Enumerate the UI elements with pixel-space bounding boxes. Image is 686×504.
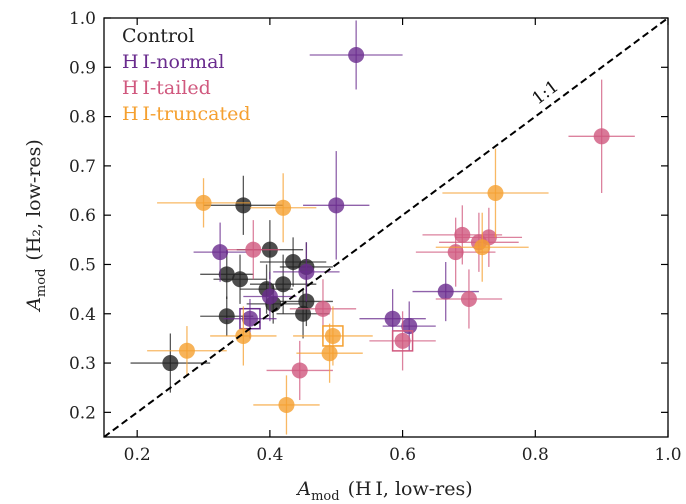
data-layer xyxy=(130,20,635,435)
marker xyxy=(261,288,278,305)
marker xyxy=(474,239,491,256)
data-point xyxy=(303,151,370,260)
legend-entry: H I-normal xyxy=(122,51,224,73)
marker xyxy=(348,46,365,63)
legend: Control H I-normal H I-tailed H I-truncated xyxy=(122,25,251,125)
data-point xyxy=(157,178,250,228)
data-point xyxy=(293,306,373,366)
data-point xyxy=(213,254,267,304)
marker xyxy=(178,342,195,359)
marker xyxy=(235,197,252,214)
marker xyxy=(394,332,411,349)
data-point xyxy=(422,205,503,265)
marker xyxy=(245,241,262,258)
marker xyxy=(291,362,308,379)
series-3 xyxy=(226,79,635,401)
marker xyxy=(401,318,418,335)
x-tick-label: 0.8 xyxy=(522,445,549,465)
y-tick-label: 0.9 xyxy=(69,58,96,78)
marker xyxy=(162,355,179,372)
data-point xyxy=(147,326,227,376)
y-tick-label: 0.5 xyxy=(69,255,96,275)
y-tick-label: 0.3 xyxy=(69,354,96,374)
data-point xyxy=(243,271,297,322)
marker xyxy=(232,271,249,288)
marker xyxy=(212,244,229,261)
marker xyxy=(437,283,454,300)
marker xyxy=(324,327,341,344)
highlight-box xyxy=(322,325,344,347)
data-point xyxy=(266,340,333,401)
legend-entry: Control xyxy=(122,25,194,47)
marker xyxy=(328,197,345,214)
marker xyxy=(384,310,401,327)
highlight-box xyxy=(391,330,414,352)
marker xyxy=(285,254,302,271)
marker xyxy=(195,194,212,211)
marker xyxy=(218,266,235,283)
series-2 xyxy=(193,20,479,351)
x-axis-title: Amod (H I, low-res) xyxy=(295,478,472,504)
y-axis-title: Amod(H₂, low-res) xyxy=(23,139,49,313)
marker xyxy=(321,345,338,362)
x-tick-label: 0.6 xyxy=(389,445,416,465)
marker xyxy=(278,396,295,413)
data-point xyxy=(193,222,247,282)
marker xyxy=(460,290,477,307)
data-point xyxy=(442,148,549,238)
data-point xyxy=(203,175,284,235)
marker xyxy=(235,327,252,344)
reference-line-label: 1:1 xyxy=(529,77,563,109)
data-point xyxy=(259,237,327,287)
marker xyxy=(295,305,312,322)
marker xyxy=(593,128,610,145)
data-point xyxy=(382,301,436,351)
marker xyxy=(314,300,331,317)
series-1 xyxy=(130,175,333,393)
series-4 xyxy=(147,148,549,435)
data-point xyxy=(253,375,320,435)
axes-layer: 1:1 0.2 0.4 0.6 0.8 1.0 0.2 0.3 0.4 0.5 0.6 0.7 0.8 0… xyxy=(69,9,682,465)
data-point xyxy=(455,207,523,267)
plot-frame xyxy=(103,17,669,438)
marker xyxy=(447,244,464,261)
data-point xyxy=(309,20,403,90)
x-tick-label: 0.2 xyxy=(124,445,151,465)
data-point xyxy=(130,333,211,393)
data-point xyxy=(210,306,277,366)
marker xyxy=(487,184,504,201)
x-tick-label: 1.0 xyxy=(654,445,681,465)
y-tick-label: 0.4 xyxy=(69,305,96,325)
marker xyxy=(275,199,292,216)
data-point xyxy=(435,269,503,329)
data-point xyxy=(249,173,317,243)
y-tick-label: 1.0 xyxy=(69,9,96,29)
y-tick-label: 0.8 xyxy=(69,108,96,128)
data-point xyxy=(226,220,280,280)
data-point xyxy=(200,249,254,299)
y-tick-label: 0.6 xyxy=(69,206,96,226)
reference-line-layer xyxy=(104,18,668,437)
data-point xyxy=(568,79,635,193)
legend-entry: H I-truncated xyxy=(122,103,251,125)
data-point xyxy=(273,242,340,302)
marker xyxy=(218,308,235,325)
one-to-one-line xyxy=(104,18,668,437)
legend-entry: H I-tailed xyxy=(122,77,211,99)
y-tick-label: 0.2 xyxy=(69,403,96,423)
x-tick-label: 0.4 xyxy=(256,445,283,465)
marker xyxy=(454,226,471,243)
data-point xyxy=(435,212,529,282)
data-point xyxy=(369,311,436,371)
marker xyxy=(275,276,292,293)
marker xyxy=(241,310,258,327)
marker xyxy=(298,263,315,280)
y-tick-label: 0.7 xyxy=(69,157,96,177)
